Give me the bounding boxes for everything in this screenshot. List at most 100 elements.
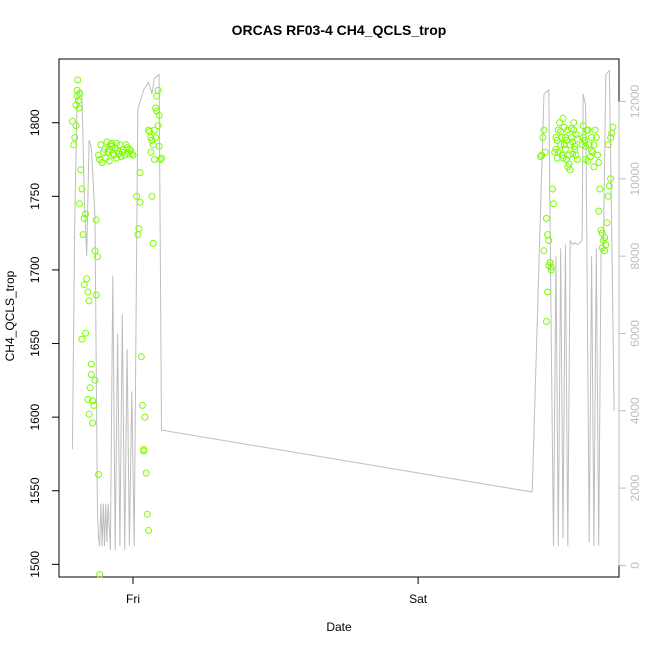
data-point <box>154 86 162 94</box>
data-point <box>553 154 561 162</box>
data-point <box>72 101 80 109</box>
data-point <box>87 360 95 368</box>
data-point <box>135 225 143 233</box>
data-point <box>80 281 88 289</box>
data-point <box>92 216 100 224</box>
data-point <box>557 128 565 136</box>
data-point <box>136 169 144 177</box>
data-point <box>136 198 144 206</box>
data-point <box>548 185 556 193</box>
data-point <box>117 153 125 161</box>
x-tick-label: Sat <box>409 592 428 606</box>
data-point <box>143 510 151 518</box>
y-tick-label: 1600 <box>28 403 42 430</box>
y-tick-label: 1500 <box>28 551 42 578</box>
data-point <box>594 151 601 159</box>
y2-tick-label: 2000 <box>628 474 642 501</box>
data-point <box>112 154 120 162</box>
data-point <box>80 214 88 222</box>
data-point <box>78 185 86 193</box>
data-point <box>571 142 579 150</box>
x-axis-label: Date <box>326 620 352 634</box>
data-point <box>85 297 93 305</box>
data-point <box>145 126 152 134</box>
y-tick-label: 1550 <box>28 477 42 504</box>
data-point <box>584 157 592 165</box>
data-point <box>101 145 108 153</box>
data-point <box>540 126 548 134</box>
data-point <box>139 401 146 409</box>
data-point <box>565 160 573 168</box>
data-point <box>550 200 557 208</box>
data-point <box>572 151 580 159</box>
data-point <box>79 231 87 239</box>
data-point <box>142 469 150 477</box>
data-point <box>90 401 98 409</box>
data-point <box>91 376 99 384</box>
data-point <box>564 126 572 134</box>
data-point <box>87 371 95 378</box>
data-point <box>582 142 590 150</box>
data-point <box>539 134 547 141</box>
data-point <box>546 259 554 267</box>
data-point <box>86 384 94 392</box>
data-point <box>103 138 111 146</box>
data-point <box>98 159 106 166</box>
data-point <box>95 471 103 478</box>
data-point <box>565 151 573 159</box>
data-point <box>542 214 550 222</box>
y2-tick-label: 0 <box>628 562 642 569</box>
y2-tick-label: 10000 <box>628 162 642 196</box>
data-point <box>108 139 116 147</box>
data-point <box>590 163 598 171</box>
data-point <box>584 126 592 134</box>
data-point <box>579 122 587 130</box>
data-point <box>545 237 553 244</box>
data-point <box>92 291 100 299</box>
y2-tick-label: 4000 <box>628 397 642 424</box>
data-point <box>89 397 97 405</box>
right-axis-series-layer <box>71 69 615 550</box>
data-point <box>598 244 606 252</box>
data-point <box>567 125 575 133</box>
data-point <box>145 527 152 534</box>
data-point <box>137 353 145 361</box>
data-point <box>588 147 596 155</box>
data-point <box>133 192 141 200</box>
data-point <box>89 419 97 427</box>
data-point <box>569 150 577 158</box>
data-point <box>585 141 593 149</box>
data-point <box>603 219 611 227</box>
data-point <box>570 119 578 127</box>
data-point <box>544 288 552 296</box>
data-point <box>604 141 612 149</box>
data-point <box>141 413 149 421</box>
data-point <box>82 210 89 218</box>
data-point <box>76 200 84 208</box>
data-point <box>93 253 101 261</box>
data-point <box>154 122 162 130</box>
data-point <box>78 335 86 343</box>
data-point <box>84 396 92 403</box>
data-point <box>604 192 612 200</box>
x-axis: Fri Sat <box>126 577 428 606</box>
data-point <box>97 141 105 149</box>
data-point <box>547 263 555 271</box>
data-point <box>541 148 549 156</box>
y-axis-right: 0 2000 4000 6000 8000 10000 12000 <box>618 85 642 569</box>
data-point <box>148 192 156 200</box>
data-point <box>573 156 581 163</box>
data-point <box>70 141 78 149</box>
data-point <box>607 175 615 183</box>
data-point <box>607 134 615 141</box>
data-point <box>72 122 80 130</box>
data-point <box>155 142 163 150</box>
data-point <box>147 148 155 156</box>
data-point <box>588 134 596 141</box>
data-point <box>140 446 148 453</box>
x-tick-label: Fri <box>126 592 140 606</box>
data-point <box>596 185 604 193</box>
data-point <box>77 166 85 174</box>
data-point <box>572 131 580 138</box>
